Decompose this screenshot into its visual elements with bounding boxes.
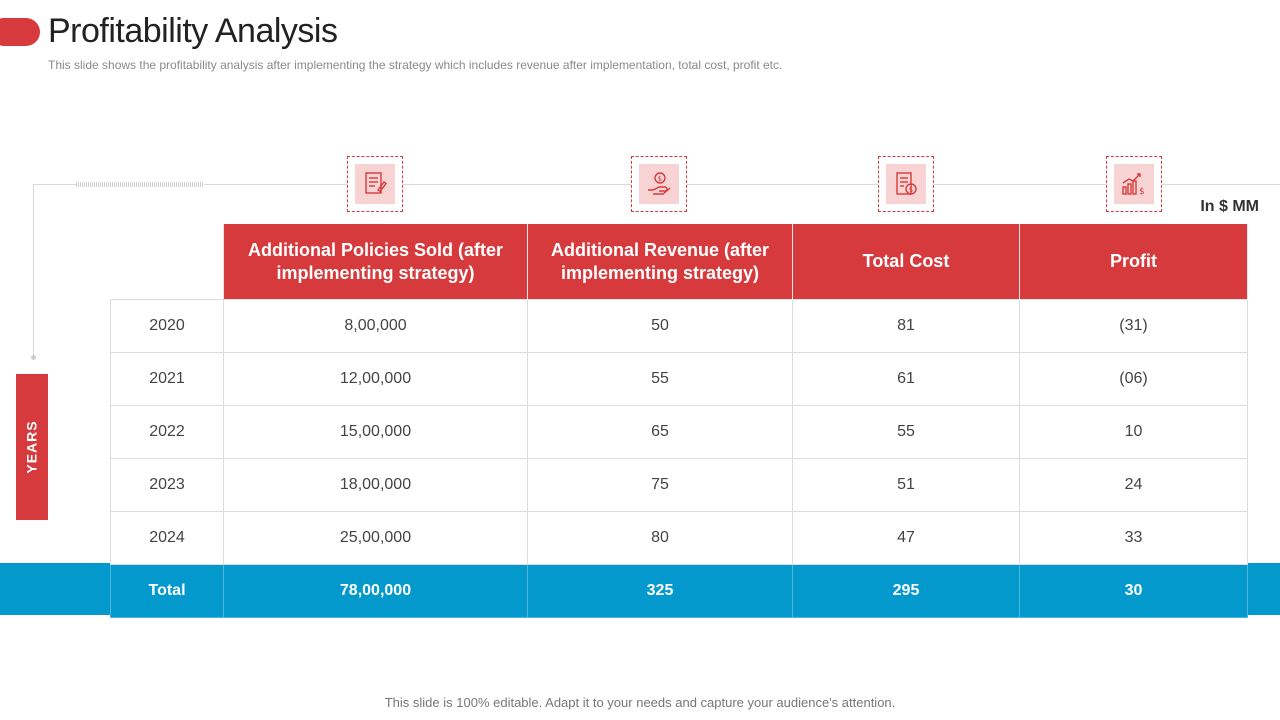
table-header-row: Additional Policies Sold (after implemen… [110,224,1248,300]
table-row: 2023 18,00,000 75 51 24 [110,458,1248,512]
total-policies-cell: 78,00,000 [223,564,528,618]
svg-text:$: $ [658,175,662,183]
profit-icon-frame: $ [1106,156,1162,212]
header-revenue: Additional Revenue (after implementing s… [527,224,793,300]
profitability-table: Additional Policies Sold (after implemen… [110,224,1248,618]
policy-icon-frame [347,156,403,212]
years-label: YEARS [24,420,41,474]
revenue-icon-frame: $ [631,156,687,212]
policies-cell: 8,00,000 [223,299,528,353]
profit-cell: 24 [1019,458,1248,512]
revenue-cell: 55 [527,352,793,406]
policies-cell: 12,00,000 [223,352,528,406]
header-total-cost: Total Cost [792,224,1020,300]
total-label-cell: Total [110,564,224,618]
invoice-dollar-icon: $ [886,164,926,204]
total-profit-cell: 30 [1019,564,1248,618]
revenue-cell: 65 [527,405,793,459]
revenue-cell: 50 [527,299,793,353]
page-title: Profitability Analysis [48,12,338,50]
cost-icon-frame: $ [878,156,934,212]
profit-cell: (06) [1019,352,1248,406]
policy-document-icon [355,164,395,204]
page-subtitle: This slide shows the profitability analy… [48,58,783,72]
years-side-tab: YEARS [16,374,48,520]
hand-dollar-icon: $ [639,164,679,204]
cost-cell: 81 [792,299,1020,353]
profit-cell: 33 [1019,511,1248,565]
total-cost-cell: 295 [792,564,1020,618]
year-cell: 2021 [110,352,224,406]
svg-text:$: $ [1139,187,1145,197]
table-row: 2024 25,00,000 80 47 33 [110,511,1248,565]
svg-text:$: $ [909,186,913,194]
table-row: 2022 15,00,000 65 55 10 [110,405,1248,459]
revenue-cell: 75 [527,458,793,512]
growth-chart-dollar-icon: $ [1114,164,1154,204]
profit-cell: (31) [1019,299,1248,353]
year-cell: 2023 [110,458,224,512]
decorative-dash-strip [76,182,204,187]
table-row: 2021 12,00,000 55 61 (06) [110,352,1248,406]
cost-cell: 61 [792,352,1020,406]
year-cell: 2020 [110,299,224,353]
cost-cell: 47 [792,511,1020,565]
cost-cell: 51 [792,458,1020,512]
total-revenue-cell: 325 [527,564,793,618]
footer-note: This slide is 100% editable. Adapt it to… [384,695,896,710]
connector-dot [31,355,36,360]
title-accent-pill [0,18,40,46]
year-cell: 2024 [110,511,224,565]
policies-cell: 25,00,000 [223,511,528,565]
revenue-cell: 80 [527,511,793,565]
year-cell: 2022 [110,405,224,459]
policies-cell: 15,00,000 [223,405,528,459]
header-policies: Additional Policies Sold (after implemen… [223,224,528,300]
cost-cell: 55 [792,405,1020,459]
total-row: Total 78,00,000 325 295 30 [110,564,1248,618]
connector-line-vertical [33,184,34,358]
header-profit: Profit [1019,224,1248,300]
table-row: 2020 8,00,000 50 81 (31) [110,299,1248,353]
units-label: In $ MM [1200,198,1259,215]
policies-cell: 18,00,000 [223,458,528,512]
profit-cell: 10 [1019,405,1248,459]
header-blank-cell [110,224,224,300]
